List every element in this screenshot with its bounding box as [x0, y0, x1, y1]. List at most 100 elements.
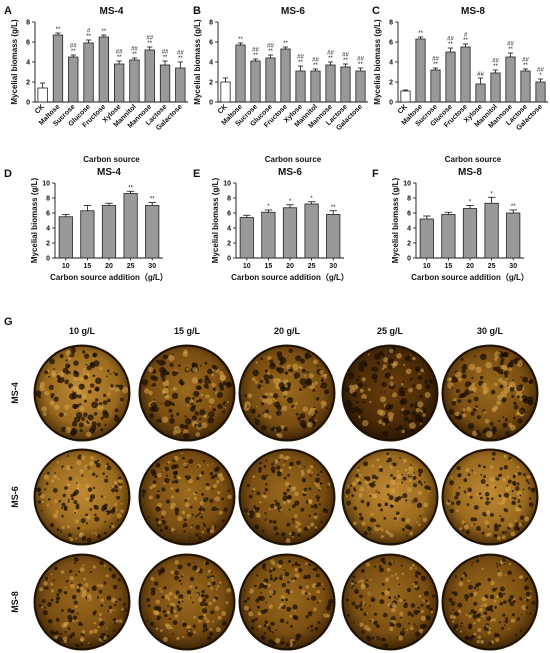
chart-title: MS-4 [97, 167, 121, 178]
colony-speck [261, 565, 266, 570]
colony-speck [195, 491, 198, 494]
colony-speck [390, 504, 394, 509]
colony-speck [246, 405, 249, 408]
colony-speck [167, 605, 170, 608]
colony-speck [524, 516, 530, 522]
colony-speck [466, 503, 470, 506]
colony-speck [417, 480, 422, 484]
colony-speck [75, 411, 83, 419]
colony-speck [475, 430, 480, 434]
colony-speck [75, 619, 78, 622]
petri-dish [238, 553, 336, 651]
colony-speck [378, 491, 380, 494]
colony-speck [400, 398, 408, 405]
colony-speck [58, 588, 63, 594]
colony-speck [190, 526, 193, 529]
colony-speck [345, 495, 348, 498]
colony-speck [469, 495, 473, 499]
colony-speck [201, 422, 208, 429]
colony-speck [86, 593, 92, 599]
colony-speck [425, 615, 431, 621]
colony-speck [503, 508, 509, 513]
colony-speck [359, 512, 362, 516]
colony-speck [292, 640, 296, 645]
colony-speck [263, 374, 270, 381]
colony-speck [399, 611, 404, 617]
colony-speck [401, 528, 405, 531]
colony-speck [157, 472, 162, 478]
x-tick-label: 25 [488, 263, 496, 270]
colony-speck [519, 397, 523, 401]
colony-speck [211, 373, 215, 377]
colony-speck [70, 493, 74, 498]
x-tick-label: 20 [466, 263, 474, 270]
colony-speck [314, 381, 318, 385]
colony-speck [474, 472, 477, 475]
colony-speck [491, 497, 494, 501]
colony-speck [413, 497, 418, 503]
colony-speck [64, 623, 68, 627]
colony-speck [260, 609, 265, 614]
dish-edge [342, 345, 438, 441]
colony-speck [316, 589, 321, 594]
colony-speck [248, 611, 254, 617]
colony-speck [73, 557, 79, 563]
colony-speck [470, 564, 473, 567]
bar-lactose [340, 66, 351, 103]
colony-speck [157, 418, 162, 423]
colony-speck [243, 605, 249, 611]
colony-speck [386, 459, 390, 463]
colony-speck [489, 501, 491, 503]
colony-speck [253, 505, 257, 509]
colony-speck [496, 400, 502, 406]
colony-speck [192, 565, 198, 571]
colony-speck [182, 622, 187, 627]
bar-25 [304, 203, 319, 259]
colony-speck [404, 468, 408, 472]
colony-speck [516, 395, 520, 399]
colony-speck [211, 581, 216, 586]
colony-speck [182, 351, 188, 357]
colony-speck [106, 634, 110, 638]
colony-speck [264, 487, 269, 492]
colony-speck [51, 372, 57, 378]
colony-speck [317, 621, 321, 624]
colony-speck [396, 576, 399, 580]
colony-speck [257, 611, 262, 616]
colony-speck [399, 598, 403, 602]
x-tick-label: 10 [423, 263, 431, 270]
y-tick-label: 8 [209, 20, 213, 27]
colony-speck [511, 394, 515, 398]
colony-speck [41, 500, 44, 503]
colony-speck [247, 513, 250, 515]
dish-edge [239, 554, 335, 650]
colony-speck [303, 465, 306, 468]
colony-speck [292, 521, 295, 524]
colony-speck [315, 419, 318, 422]
colony-speck [300, 358, 305, 364]
colony-speck [396, 470, 400, 473]
colony-speck [258, 586, 261, 590]
colony-speck [260, 357, 264, 361]
colony-speck [346, 484, 349, 487]
colony-speck [371, 464, 374, 468]
colony-speck [310, 624, 314, 629]
colony-speck [359, 594, 363, 599]
colony-speck [202, 625, 206, 628]
colony-speck [204, 602, 208, 607]
colony-speck [52, 631, 57, 636]
colony-speck [249, 514, 254, 519]
colony-speck [461, 369, 466, 374]
colony-speck [153, 625, 156, 628]
colony-speck [191, 632, 194, 635]
colony-speck [161, 595, 165, 599]
colony-speck [189, 399, 194, 404]
colony-speck [269, 519, 273, 524]
colony-speck [264, 568, 267, 571]
petri-dish [138, 448, 236, 546]
bar-mannitol [129, 59, 140, 103]
colony-speck [284, 571, 290, 577]
colony-speck [263, 624, 267, 628]
colony-speck [71, 594, 77, 600]
